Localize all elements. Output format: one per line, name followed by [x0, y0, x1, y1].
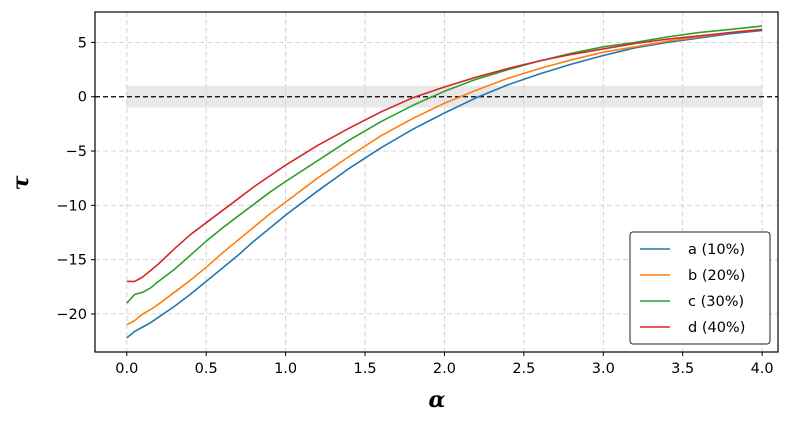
series-group — [126, 25, 763, 339]
series-line-4 — [126, 28, 763, 283]
y-tick-label: 0 — [78, 90, 87, 106]
legend-label-3: c (30%) — [688, 294, 744, 310]
x-tick-label: 3.0 — [592, 361, 615, 377]
x-tick-label: 2.0 — [433, 361, 456, 377]
y-tick-label: 5 — [78, 35, 87, 51]
legend-label-1: a (10%) — [688, 242, 745, 258]
y-tick-label: −10 — [56, 198, 87, 214]
y-tick-label: −5 — [66, 144, 87, 160]
series-line-3 — [126, 25, 763, 304]
x-tick-label: 1.5 — [353, 361, 376, 377]
x-tick-label: 1.0 — [274, 361, 297, 377]
legend-label-4: d (40%) — [688, 320, 745, 336]
x-tick-label: 4.0 — [751, 361, 774, 377]
plot-frame — [94, 11, 779, 353]
x-tick-label: 0.0 — [115, 361, 138, 377]
legend: a (10%) b (20%) c (30%) d (40%) — [629, 231, 771, 345]
x-tick-label: 2.5 — [512, 361, 535, 377]
legend-box — [629, 231, 771, 345]
y-tick-label: −20 — [56, 307, 87, 323]
series-line-2 — [126, 28, 763, 326]
legend-label-2: b (20%) — [688, 268, 745, 284]
x-tick-label: 3.5 — [671, 361, 694, 377]
y-axis-label: τ — [8, 175, 34, 190]
y-tick-label: −15 — [56, 253, 87, 269]
x-axis-ticks: 0.0 0.5 1.0 1.5 2.0 2.5 3.0 3.5 4.0 — [115, 352, 774, 377]
y-axis-ticks: 5 0 −5 −10 −15 −20 — [56, 35, 95, 323]
series-line-1 — [126, 29, 763, 339]
x-tick-label: 0.5 — [195, 361, 218, 377]
x-axis-label: α — [429, 387, 446, 413]
